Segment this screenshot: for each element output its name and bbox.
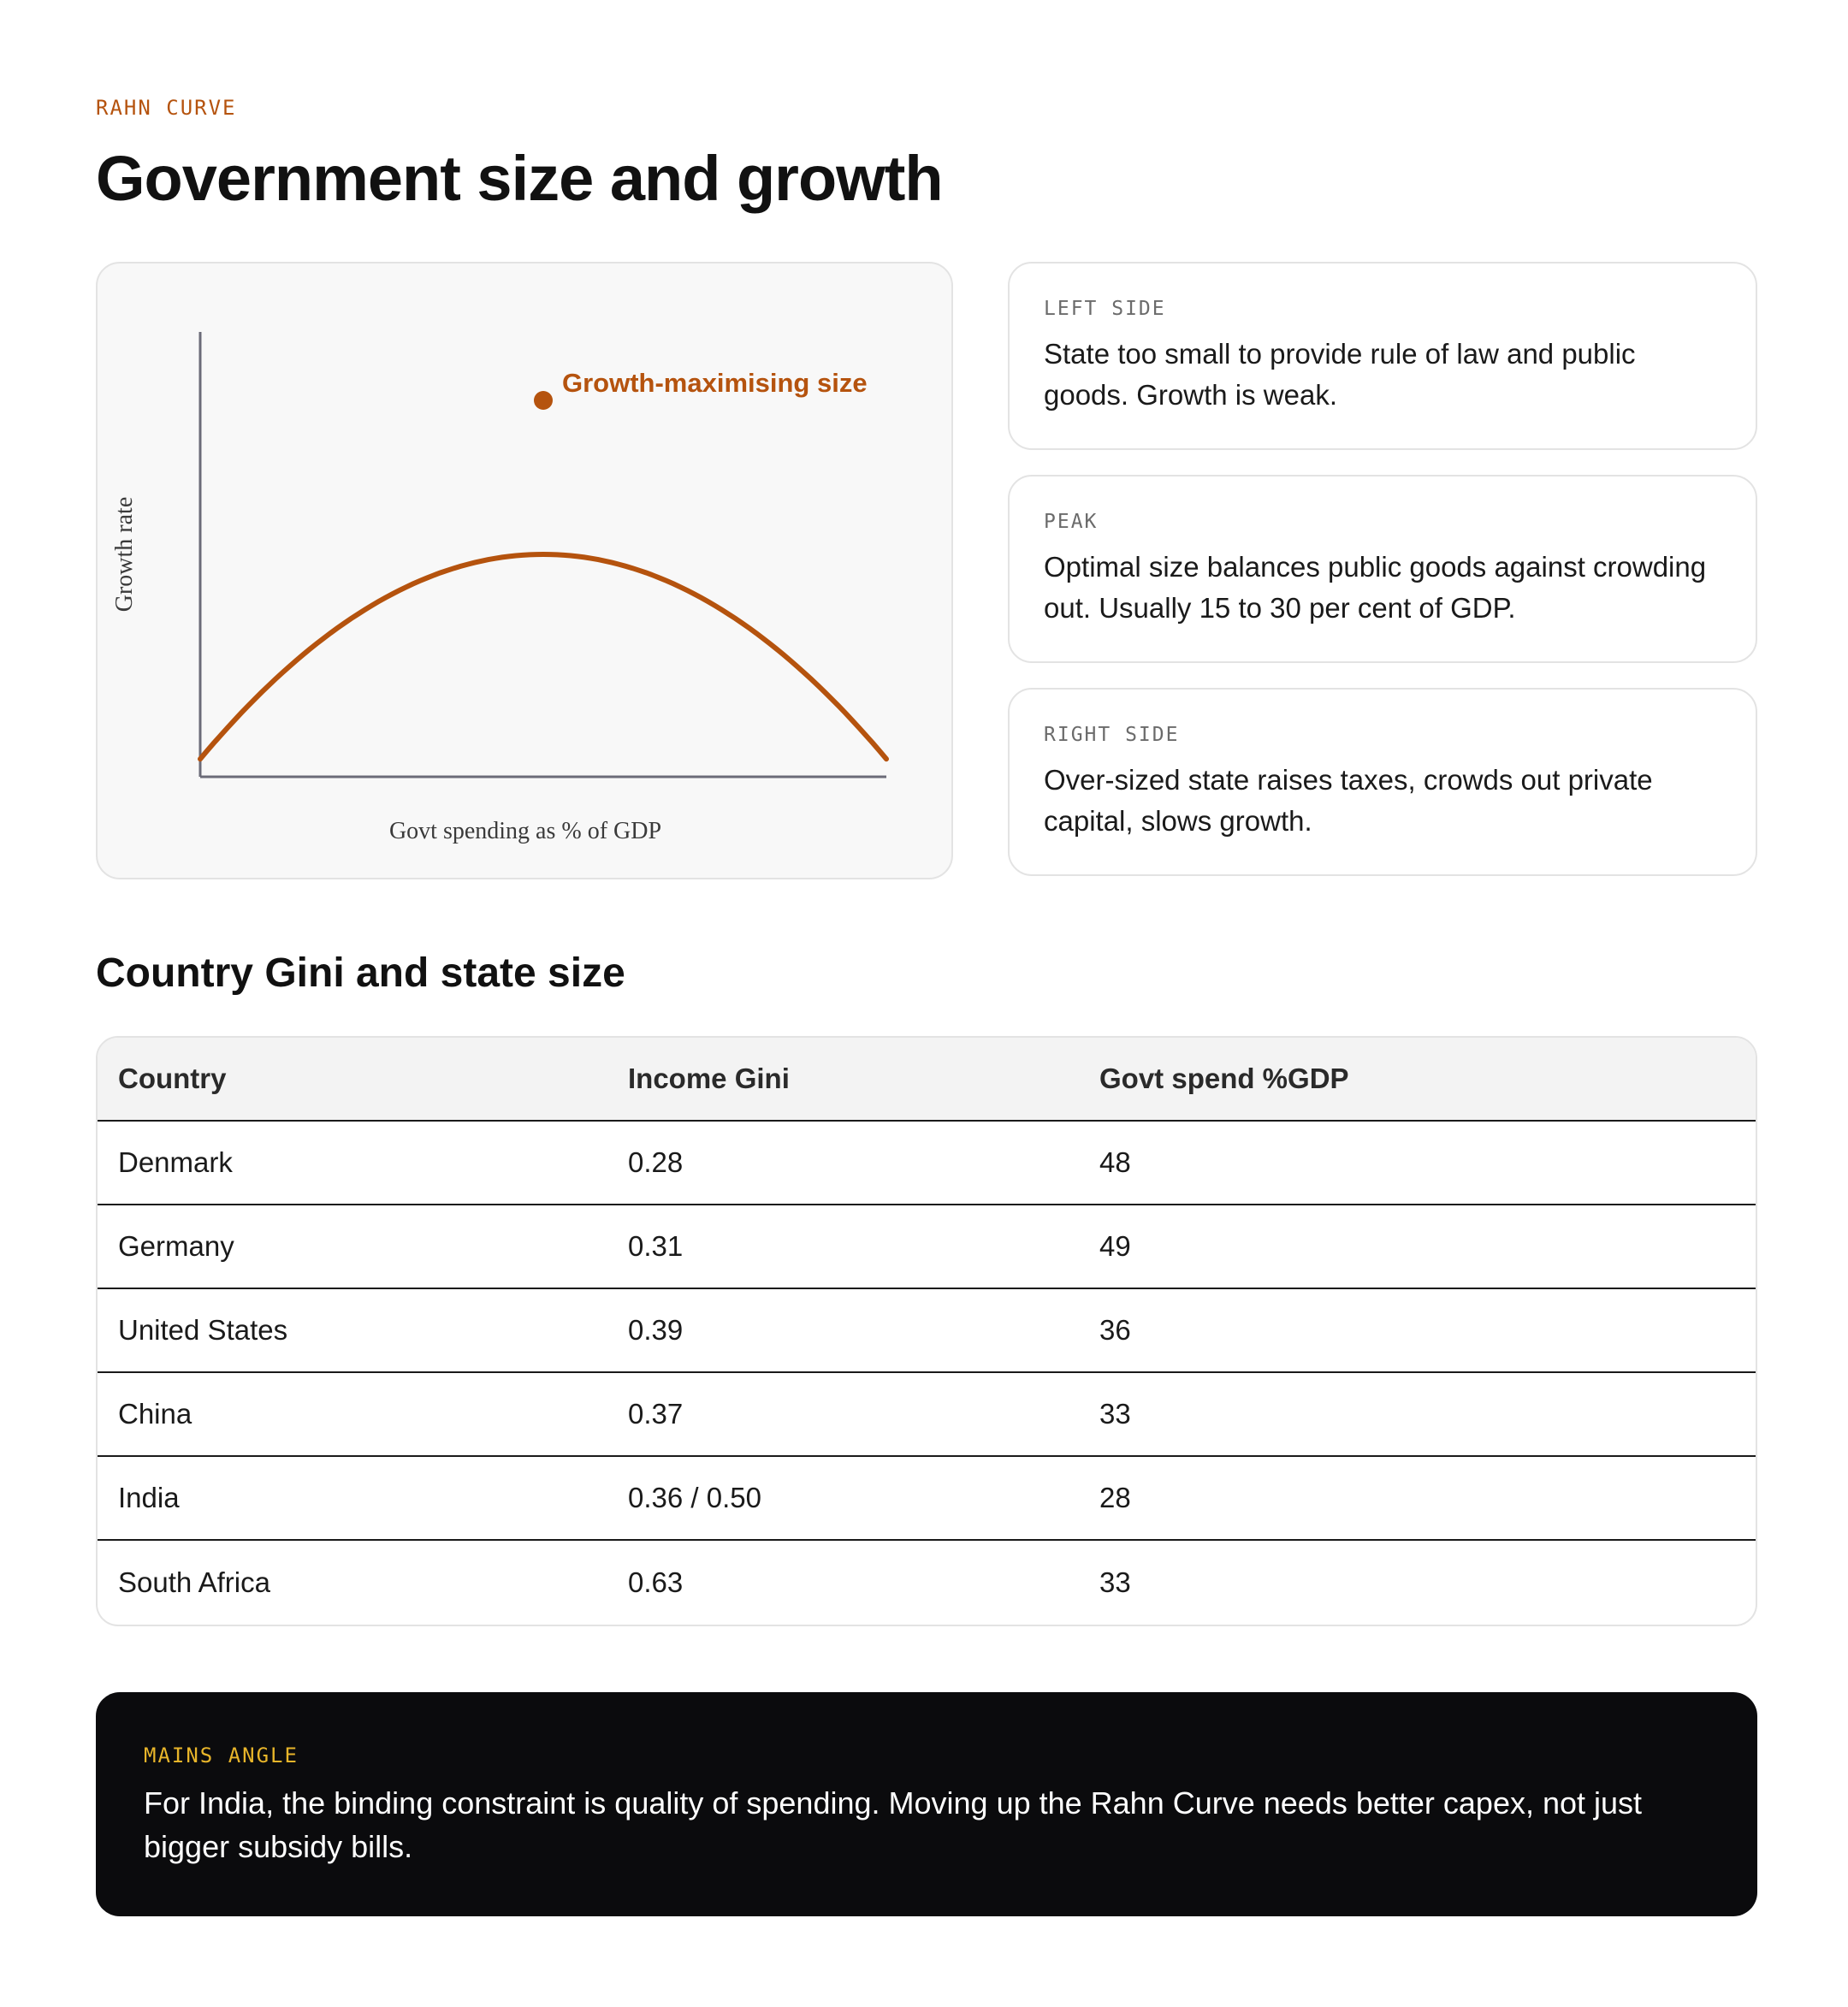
callout-label: MAINS ANGLE bbox=[144, 1744, 299, 1767]
cell-gini: 0.36 / 0.50 bbox=[607, 1456, 1079, 1541]
chart-svg: Growth-maximising size Govt spending as … bbox=[111, 332, 889, 844]
cell-spend: 33 bbox=[1079, 1372, 1756, 1457]
peak-marker bbox=[534, 391, 553, 410]
card-right-side: RIGHT SIDE Over-sized state raises taxes… bbox=[1008, 688, 1757, 876]
x-axis-label: Govt spending as % of GDP bbox=[389, 818, 661, 844]
cell-gini: 0.63 bbox=[628, 1566, 684, 1598]
cell-spend: 48 bbox=[1079, 1121, 1756, 1205]
cell-gini: 0.28 bbox=[607, 1121, 1079, 1205]
card-peak: PEAK Optimal size balances public goods … bbox=[1008, 475, 1757, 663]
page-title: Government size and growth bbox=[96, 143, 944, 214]
mains-angle-callout: MAINS ANGLE For India, the binding const… bbox=[96, 1692, 1757, 1916]
y-axis-label: Growth rate bbox=[111, 497, 138, 613]
card-label: PEAK bbox=[1044, 511, 1099, 533]
cell-spend: 33 bbox=[1099, 1566, 1131, 1598]
table-row: China 0.37 33 bbox=[98, 1372, 1756, 1457]
column-header-gini: Income Gini bbox=[607, 1038, 1079, 1122]
table-header-row: Country Income Gini Govt spend %GDP bbox=[98, 1038, 1756, 1122]
table-row: South Africa 0.63 33 bbox=[98, 1540, 1756, 1624]
card-text: State too small to provide rule of law a… bbox=[1044, 338, 1636, 411]
gini-table: Country Income Gini Govt spend %GDP Denm… bbox=[96, 1036, 1757, 1626]
card-text: Over-sized state raises taxes, crowds ou… bbox=[1044, 764, 1653, 837]
cell-gini: 0.39 bbox=[607, 1288, 1079, 1373]
cell-country: Denmark bbox=[98, 1121, 607, 1205]
cell-country: China bbox=[98, 1372, 607, 1457]
rahn-curve-chart: Growth-maximising size Govt spending as … bbox=[96, 262, 953, 879]
card-text: Optimal size balances public goods again… bbox=[1044, 551, 1707, 624]
cell-country: India bbox=[98, 1456, 607, 1541]
eyebrow: RAHN CURVE bbox=[96, 96, 237, 120]
cell-gini: 0.31 bbox=[607, 1205, 1079, 1289]
card-label: LEFT SIDE bbox=[1044, 298, 1166, 320]
peak-annotation: Growth-maximising size bbox=[562, 368, 868, 398]
column-header-spend: Govt spend %GDP bbox=[1079, 1038, 1756, 1122]
growth-curve bbox=[198, 551, 889, 762]
table-title: Country Gini and state size bbox=[96, 950, 625, 996]
cell-country: South Africa bbox=[118, 1566, 270, 1598]
cell-country: United States bbox=[98, 1288, 607, 1373]
table-row: Denmark 0.28 48 bbox=[98, 1121, 1756, 1205]
cell-spend: 36 bbox=[1079, 1288, 1756, 1373]
table-row: India 0.36 / 0.50 28 bbox=[98, 1456, 1756, 1541]
card-label: RIGHT SIDE bbox=[1044, 724, 1180, 746]
cell-spend: 28 bbox=[1079, 1456, 1756, 1541]
table-row: Germany 0.31 49 bbox=[98, 1205, 1756, 1289]
cell-gini: 0.37 bbox=[607, 1372, 1079, 1457]
table-row: United States 0.39 36 bbox=[98, 1288, 1756, 1373]
card-left-side: LEFT SIDE State too small to provide rul… bbox=[1008, 262, 1757, 450]
cell-spend: 49 bbox=[1079, 1205, 1756, 1289]
cell-country: Germany bbox=[98, 1205, 607, 1289]
column-header-country: Country bbox=[98, 1038, 607, 1122]
callout-text: For India, the binding constraint is qua… bbox=[144, 1785, 1643, 1864]
